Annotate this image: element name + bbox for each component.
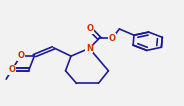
Text: O: O: [17, 51, 24, 60]
Text: O: O: [87, 24, 94, 33]
Text: O: O: [8, 65, 15, 74]
Text: O: O: [109, 34, 116, 43]
Text: N: N: [86, 44, 93, 53]
